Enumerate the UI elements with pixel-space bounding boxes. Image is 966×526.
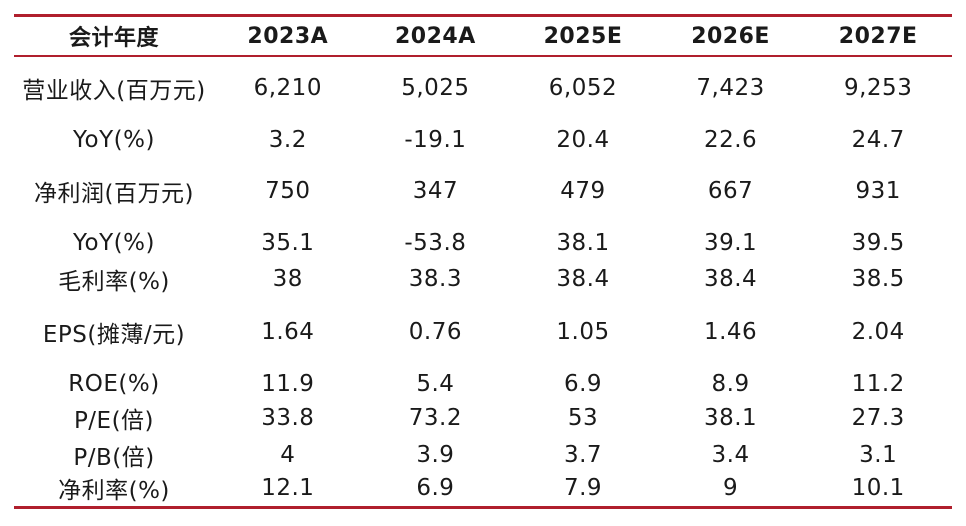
- table-row-revenue: 营业收入(百万元) 6,210 5,025 6,052 7,423 9,253: [14, 70, 952, 106]
- row-value: 5,025: [401, 75, 470, 101]
- row-value: 22.6: [703, 127, 758, 153]
- row-label: YoY(%): [73, 127, 155, 153]
- row-label: ROE(%): [68, 371, 160, 397]
- row-value: 1.46: [703, 319, 758, 345]
- row-value: 9,253: [843, 75, 913, 101]
- row-value: 3.1: [859, 442, 898, 468]
- row-label: P/B(倍): [73, 445, 155, 471]
- row-value: 12.1: [261, 475, 315, 501]
- table-row-pe: P/E(倍) 33.8 73.2 53 38.1 27.3: [14, 400, 952, 436]
- table-row-pb: P/B(倍) 4 3.9 3.7 3.4 3.1: [14, 437, 952, 473]
- row-value: 2.04: [851, 319, 905, 345]
- header-cell-2026e: 2026E: [691, 23, 770, 49]
- header-cell-2025e: 2025E: [543, 23, 623, 49]
- row-label: P/E(倍): [73, 408, 155, 434]
- row-value: 6,052: [548, 75, 618, 101]
- table-top-rule: [14, 14, 952, 17]
- row-value: 35.1: [261, 230, 315, 256]
- row-value: 24.7: [851, 127, 905, 153]
- row-value: 1.05: [556, 319, 610, 345]
- row-value: 6,210: [253, 75, 322, 101]
- row-value: 667: [707, 178, 754, 204]
- table-bottom-rule: [14, 506, 952, 509]
- row-value: 33.8: [261, 405, 315, 431]
- row-label: 毛利率(%): [58, 269, 170, 295]
- row-value: -53.8: [404, 230, 467, 256]
- row-value: 53: [567, 405, 599, 431]
- row-label: 净利率(%): [58, 478, 170, 504]
- row-label: 净利润(百万元): [34, 181, 194, 207]
- row-value: 931: [855, 178, 901, 204]
- table-row-gross-margin: 毛利率(%) 38 38.3 38.4 38.4 38.5: [14, 261, 952, 297]
- header-cell-2023a: 2023A: [247, 23, 329, 49]
- row-value: 73.2: [408, 405, 462, 431]
- row-value: 38.1: [556, 230, 610, 256]
- row-value: 38: [272, 266, 303, 292]
- row-value: 38.5: [851, 266, 905, 292]
- row-value: 7.9: [563, 475, 603, 501]
- row-value: 20.4: [556, 127, 610, 153]
- row-label: 营业收入(百万元): [22, 78, 206, 104]
- row-value: 38.4: [556, 266, 610, 292]
- table-row-net-profit-yoy: YoY(%) 35.1 -53.8 38.1 39.1 39.5: [14, 225, 952, 261]
- row-label: EPS(摊薄/元): [42, 322, 186, 348]
- row-value: 3.9: [416, 442, 455, 468]
- row-value: 39.1: [703, 230, 758, 256]
- row-value: 0.76: [408, 319, 462, 345]
- row-value: 10.1: [851, 475, 905, 501]
- row-value: 27.3: [851, 405, 905, 431]
- row-value: 11.2: [851, 371, 905, 397]
- row-value: 3.7: [563, 442, 603, 468]
- table-header-row: 会计年度 2023A 2024A 2025E 2026E 2027E: [14, 17, 952, 55]
- row-value: 347: [412, 178, 459, 204]
- row-value: 38.3: [408, 266, 462, 292]
- table-header-rule: [14, 55, 952, 57]
- row-value: 6.9: [416, 475, 455, 501]
- row-value: 11.9: [261, 371, 315, 397]
- row-label: YoY(%): [73, 230, 155, 256]
- row-value: 9: [723, 475, 739, 501]
- table-row-revenue-yoy: YoY(%) 3.2 -19.1 20.4 22.6 24.7: [14, 122, 952, 158]
- header-cell-fiscal-year: 会计年度: [68, 26, 159, 51]
- header-cell-2024a: 2024A: [395, 23, 476, 49]
- row-value: 1.64: [261, 319, 315, 345]
- financial-forecast-table: 会计年度 2023A 2024A 2025E 2026E 2027E 营业收入(…: [14, 14, 952, 512]
- table-row-net-profit: 净利润(百万元) 750 347 479 667 931: [14, 173, 952, 209]
- row-value: 3.2: [268, 127, 307, 153]
- table-row-eps: EPS(摊薄/元) 1.64 0.76 1.05 1.46 2.04: [14, 314, 952, 350]
- row-value: -19.1: [404, 127, 467, 153]
- row-value: 8.9: [711, 371, 750, 397]
- header-cell-2027e: 2027E: [838, 23, 918, 49]
- row-value: 38.4: [703, 266, 758, 292]
- row-value: 6.9: [563, 371, 603, 397]
- row-value: 39.5: [851, 230, 905, 256]
- row-value: 479: [560, 178, 606, 204]
- table-row-roe: ROE(%) 11.9 5.4 6.9 8.9 11.2: [14, 366, 952, 402]
- row-value: 38.1: [703, 405, 758, 431]
- row-value: 750: [265, 178, 311, 204]
- row-value: 7,423: [696, 75, 765, 101]
- row-value: 5.4: [416, 371, 455, 397]
- row-value: 3.4: [711, 442, 750, 468]
- row-value: 4: [280, 442, 296, 468]
- table-row-net-margin: 净利率(%) 12.1 6.9 7.9 9 10.1: [14, 470, 952, 506]
